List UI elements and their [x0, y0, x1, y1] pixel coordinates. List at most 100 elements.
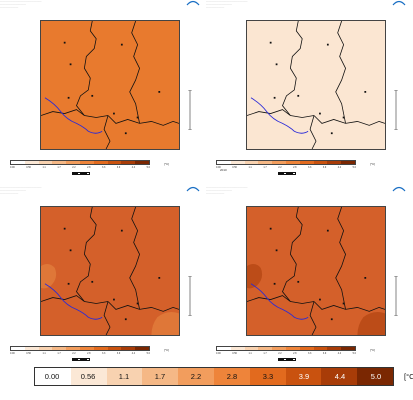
- city-marker: [330, 132, 333, 135]
- legend-swatch: [249, 368, 286, 385]
- legend-swatch: [178, 368, 214, 385]
- legend-swatch: [142, 368, 179, 385]
- panel-legend-swatch: [24, 161, 39, 164]
- panel-legend-swatch: [244, 161, 259, 164]
- panel-legend-swatch: [230, 161, 245, 164]
- city-marker: [91, 94, 94, 97]
- city-marker: [63, 227, 66, 230]
- panel-legend-swatch: [135, 161, 149, 164]
- panel-tick-label: 0.56: [232, 166, 237, 169]
- panel-legend-swatch: [217, 161, 231, 164]
- map-area: [246, 20, 386, 150]
- panel-legend-swatch: [93, 347, 108, 350]
- panel-tick-label: 0.00: [216, 352, 221, 355]
- city-marker: [326, 43, 329, 46]
- city-marker: [364, 277, 367, 279]
- panel-legend-swatch: [230, 347, 245, 350]
- panel-tick-label: 2.8: [293, 352, 297, 355]
- panel-tick-label: 5.0: [352, 166, 356, 169]
- legend-label: 0.00: [44, 372, 60, 381]
- map-svg: [41, 21, 179, 149]
- panel-legend-swatch: [66, 161, 80, 164]
- panel-legend-swatch: [341, 347, 355, 350]
- map-svg: [247, 207, 385, 335]
- panel-legend-swatch: [258, 347, 273, 350]
- panel-legend-swatch: [38, 161, 53, 164]
- panel-tick-label: 4.4: [337, 166, 342, 169]
- panel-legend-swatch: [52, 161, 67, 164]
- panel-tick-label: 4.4: [131, 166, 136, 169]
- panel-tick-label: 3.3: [308, 352, 312, 355]
- panel-tick-label: 2.2: [278, 166, 282, 169]
- map-area: [40, 206, 180, 336]
- scalebar-icon: [72, 357, 90, 362]
- city-marker: [67, 282, 70, 285]
- panel-unit: [°C]: [370, 162, 376, 166]
- panel-tick-label: 3.9: [116, 166, 121, 169]
- panel-header: ———————————————— —————————— ———————: [206, 186, 248, 195]
- legend-swatch: [321, 368, 358, 385]
- city-marker: [364, 91, 367, 93]
- map-panel-2: ———————————————— —————————— ——————— 0.00 0.5…: [206, 0, 406, 180]
- panel-header: ———————————————— —————————— ———————: [0, 0, 42, 9]
- map-svg: [247, 21, 385, 149]
- panel-legend-swatch: [272, 161, 286, 164]
- panel-legend-swatch: [258, 161, 273, 164]
- panel-year-label: 2010: [220, 168, 227, 172]
- panel-legend-swatch: [299, 347, 314, 350]
- panel-legend-swatch: [38, 347, 53, 350]
- legend-swatch: [35, 368, 71, 385]
- panel-colorbar: [10, 346, 150, 351]
- panel-legend-swatch: [285, 347, 300, 350]
- panel-legend-swatch: [107, 347, 122, 350]
- legend-label: 4.4: [334, 372, 346, 381]
- city-marker: [63, 41, 66, 44]
- panel-legend-swatch: [93, 161, 108, 164]
- city-marker: [330, 318, 333, 321]
- distance-scale-icon: [394, 90, 398, 130]
- scalebar-icon: [72, 171, 90, 176]
- panel-legend-swatch: [24, 347, 39, 350]
- panel-legend-swatch: [135, 347, 149, 350]
- panel-tick-label: 0.00: [10, 352, 15, 355]
- panel-tick-label: 1.7: [57, 352, 61, 355]
- panel-tick-label: 1.1: [42, 166, 46, 169]
- city-marker: [158, 277, 161, 279]
- panel-tick-label: 0.56: [26, 166, 31, 169]
- city-marker: [69, 249, 72, 252]
- institution-logo-icon: [186, 0, 200, 6]
- panel-legend-swatch: [299, 161, 314, 164]
- distance-scale-icon: [188, 276, 192, 316]
- panel-colorbar: [10, 160, 150, 165]
- city-marker: [297, 94, 300, 97]
- panel-header: ———————————————— —————————— ———————: [206, 0, 248, 9]
- legend-labels: 0.00 0.56 1.1 1.7 2.2 2.8 3.3 3.9 4.4 5.0: [34, 367, 394, 386]
- panel-legend-swatch: [341, 161, 355, 164]
- panel-tick-label: 2.2: [278, 352, 282, 355]
- panel-tick-label: 5.0: [146, 352, 150, 355]
- city-marker: [113, 298, 115, 301]
- panel-legend-swatch: [313, 347, 328, 350]
- panel-legend-swatch: [285, 161, 300, 164]
- city-marker: [136, 302, 139, 305]
- panel-tick-label: 2.8: [293, 166, 297, 169]
- panel-tick-label: 3.3: [308, 166, 312, 169]
- institution-logo-icon: [186, 186, 200, 192]
- panel-colorbar-ticks: 0.00 0.56 1.1 1.7 2.2 2.8 3.3 3.9 4.4 5.0: [216, 166, 356, 170]
- city-marker: [158, 91, 161, 93]
- panel-tick-label: 2.2: [72, 352, 76, 355]
- panel-legend-swatch: [217, 347, 231, 350]
- panel-header: ———————————————— —————————— ———————: [0, 186, 42, 195]
- panel-tick-label: 4.4: [131, 352, 136, 355]
- panel-tick-label: 0.56: [26, 352, 31, 355]
- panel-legend-swatch: [52, 347, 67, 350]
- map-svg: [41, 207, 179, 335]
- city-marker: [319, 112, 321, 115]
- panel-legend-swatch: [327, 347, 342, 350]
- legend-swatch: [285, 368, 322, 385]
- legend-swatch: [106, 368, 143, 385]
- legend-swatch: [213, 368, 250, 385]
- panel-tick-label: 4.4: [337, 352, 342, 355]
- panel-tick-label: 2.8: [87, 352, 91, 355]
- legend-label: 1.1: [118, 372, 130, 381]
